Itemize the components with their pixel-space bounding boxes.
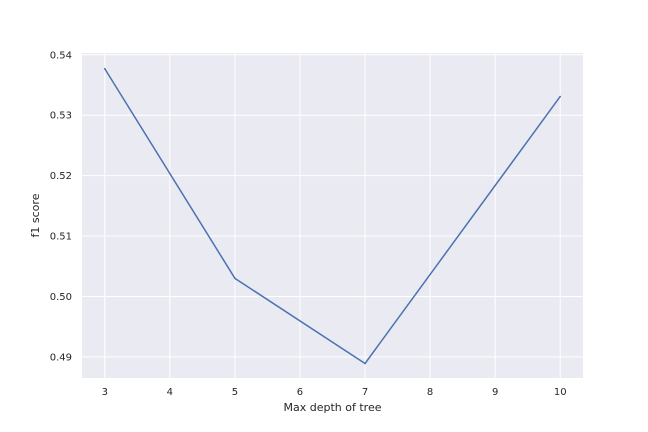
x-tick-label: 8 — [427, 387, 433, 398]
x-axis-title: Max depth of tree — [284, 401, 382, 414]
x-tick-label: 3 — [102, 387, 108, 398]
y-tick-label: 0.51 — [50, 232, 72, 243]
data-point — [559, 95, 562, 98]
y-tick-labels: 0.49 0.50 0.51 0.52 0.53 0.54 — [50, 50, 72, 363]
x-tick-label: 9 — [492, 387, 498, 398]
x-tick-label: 4 — [167, 387, 173, 398]
plot-area — [82, 53, 583, 378]
data-point — [103, 67, 106, 70]
y-axis-title: f1 score — [29, 193, 42, 237]
x-tick-label: 5 — [232, 387, 238, 398]
x-tick-label: 6 — [297, 387, 303, 398]
x-tick-label: 7 — [362, 387, 368, 398]
x-gridlines — [104, 53, 561, 378]
y-gridlines — [82, 54, 583, 358]
y-tick-label: 0.54 — [50, 50, 72, 61]
y-tick-label: 0.52 — [50, 171, 72, 182]
series-line — [104, 68, 561, 365]
data-point — [364, 362, 366, 365]
x-tick-labels: 3 4 5 6 7 8 9 10 — [102, 387, 567, 398]
y-tick-label: 0.50 — [50, 292, 72, 303]
y-tick-label: 0.53 — [50, 111, 72, 122]
y-tick-label: 0.49 — [50, 352, 72, 363]
data-point — [234, 277, 236, 280]
x-tick-label: 10 — [554, 387, 567, 398]
series-group — [103, 67, 562, 365]
